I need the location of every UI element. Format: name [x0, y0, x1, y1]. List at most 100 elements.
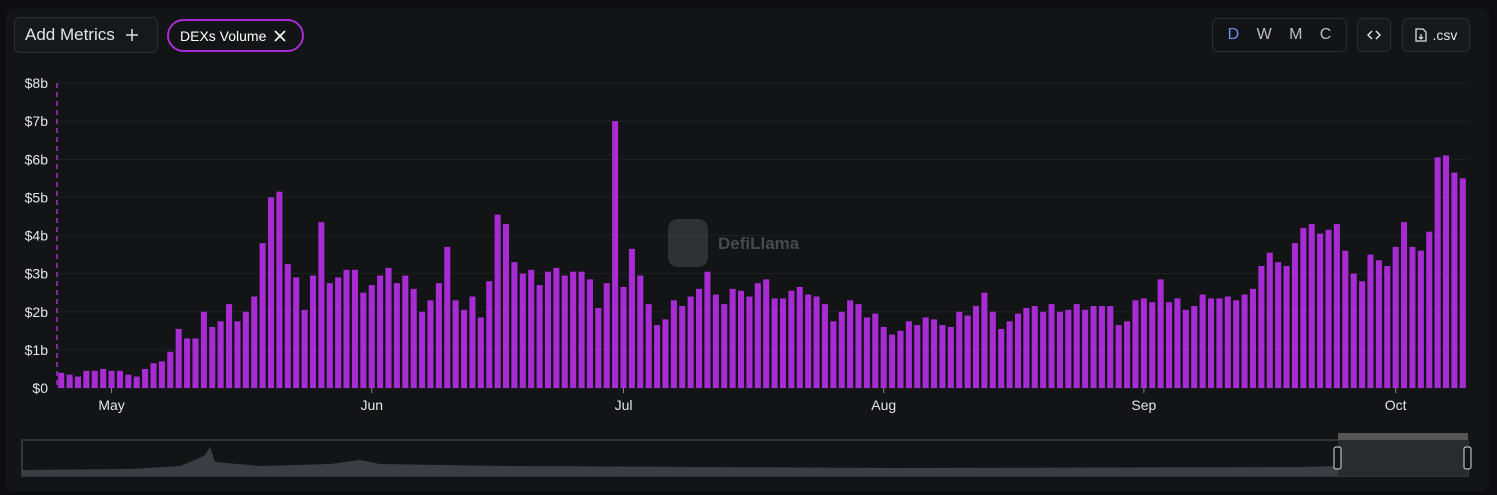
bar — [1359, 281, 1366, 388]
bar — [377, 275, 384, 388]
bar — [620, 286, 627, 388]
bar — [74, 376, 82, 388]
y-tick-label: $2b — [25, 304, 49, 320]
bar — [687, 296, 694, 388]
x-tick-label: Jul — [615, 397, 633, 413]
bar — [293, 277, 300, 388]
brush-preview — [22, 447, 1338, 476]
watermark-logo — [668, 219, 708, 267]
csv-button[interactable]: .csv — [1402, 18, 1470, 52]
bar — [242, 311, 249, 388]
period-selector: D W M C — [1212, 18, 1347, 52]
period-button[interactable]: M — [1289, 26, 1303, 43]
file-icon — [1414, 28, 1427, 42]
bar — [595, 307, 602, 388]
bar — [536, 285, 543, 388]
bar — [461, 309, 468, 388]
bar — [1124, 321, 1131, 388]
bar — [1115, 325, 1122, 388]
bar — [511, 262, 518, 388]
y-tick-label: $5b — [25, 189, 49, 205]
bar — [628, 248, 635, 388]
period-button[interactable]: W — [1256, 26, 1272, 43]
metric-chip[interactable]: DEXs Volume — [167, 19, 304, 52]
bar — [1006, 321, 1013, 388]
bar — [1014, 313, 1022, 388]
bar — [1409, 246, 1416, 388]
bar — [1056, 311, 1063, 388]
y-tick-label: $7b — [25, 113, 49, 129]
bar — [679, 306, 686, 388]
bar — [158, 361, 165, 388]
bar — [964, 315, 971, 388]
bar — [1442, 155, 1450, 388]
bar — [427, 300, 434, 388]
bar — [788, 290, 795, 388]
bar — [360, 292, 367, 388]
bar — [175, 328, 182, 388]
x-tick-label: Aug — [871, 397, 896, 413]
embed-button[interactable] — [1357, 18, 1391, 52]
bar — [1157, 279, 1164, 388]
bar — [393, 283, 400, 388]
bar — [637, 275, 644, 388]
bar — [133, 376, 140, 388]
watermark-text: DefiLlama — [718, 234, 800, 253]
chart-card — [6, 8, 1489, 492]
bar — [578, 271, 585, 388]
bar — [259, 243, 266, 388]
brush[interactable] — [21, 433, 1472, 477]
bar — [1107, 306, 1114, 388]
brush-handle[interactable] — [1333, 446, 1342, 470]
y-tick-label: $1b — [25, 342, 49, 358]
x-tick-label: Sep — [1131, 397, 1156, 413]
bar — [91, 370, 98, 388]
bar — [284, 264, 291, 388]
bar — [779, 298, 787, 388]
bar — [1216, 298, 1223, 388]
bar — [1283, 266, 1290, 388]
bar — [528, 269, 535, 388]
add-metrics-button[interactable]: Add Metrics — [14, 17, 158, 53]
bar — [1098, 306, 1105, 388]
bar — [267, 197, 275, 388]
bar — [662, 319, 669, 388]
bar — [502, 224, 510, 388]
bar — [1191, 306, 1198, 388]
bar — [368, 285, 375, 388]
bar — [226, 304, 233, 388]
bar — [1048, 304, 1055, 388]
bar — [519, 273, 526, 388]
bar — [880, 327, 887, 388]
bar — [821, 304, 828, 388]
bar — [570, 271, 577, 388]
close-icon[interactable] — [274, 29, 286, 42]
bar — [1401, 222, 1408, 388]
bar — [66, 374, 73, 388]
bar — [989, 311, 996, 388]
brush-selection[interactable] — [1338, 440, 1468, 476]
bar — [746, 296, 753, 388]
bar — [83, 370, 90, 388]
bar — [872, 313, 879, 388]
bar — [318, 222, 325, 388]
period-button[interactable]: D — [1227, 26, 1240, 43]
brush-handle[interactable] — [1463, 446, 1472, 470]
bar — [838, 311, 845, 388]
brush-grip[interactable] — [1338, 433, 1468, 440]
period-button[interactable]: C — [1319, 26, 1332, 43]
bar — [1140, 298, 1147, 388]
bar — [905, 321, 912, 388]
bar — [184, 338, 191, 388]
bar — [939, 325, 946, 388]
bar — [326, 283, 333, 388]
bar — [494, 214, 501, 388]
bar — [561, 275, 568, 388]
bar — [1149, 302, 1156, 388]
bar — [125, 374, 132, 388]
bar — [209, 327, 216, 388]
bar — [116, 370, 123, 388]
bar — [897, 330, 904, 388]
add-metrics-label: Add Metrics — [25, 25, 115, 44]
